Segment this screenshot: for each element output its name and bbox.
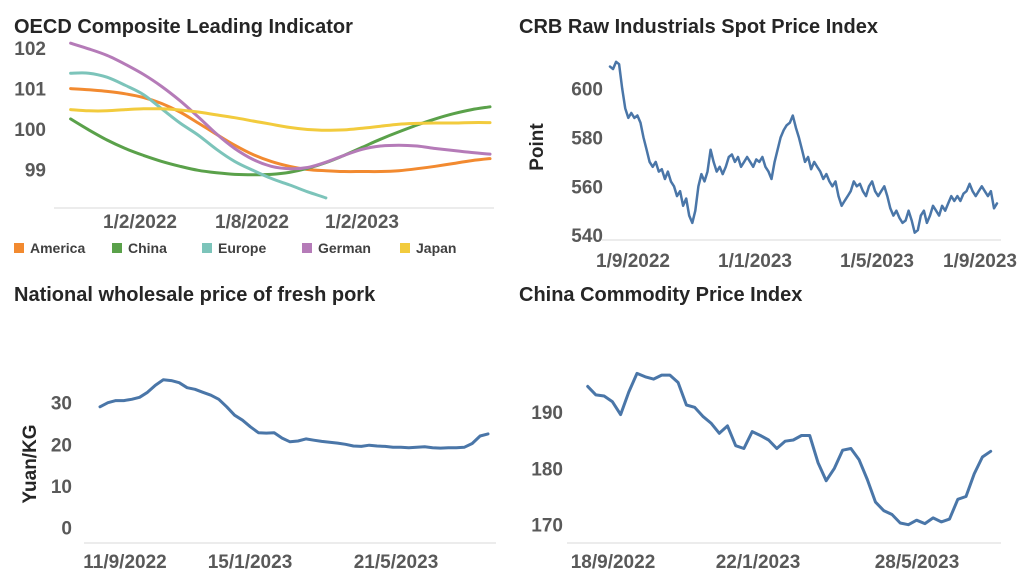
legend-item-japan: Japan	[400, 240, 490, 256]
y-tick-label: 0	[61, 519, 72, 540]
legend-swatch	[202, 243, 212, 253]
x-tick-label: 1/9/2022	[596, 251, 670, 272]
chart-commodity: 170 180 190 18/9/2022 22/1/2023 28/5/2023	[531, 371, 1001, 573]
series-line	[608, 60, 999, 234]
legend-item-europe: Europe	[202, 240, 302, 256]
series-line-japan	[69, 107, 492, 132]
y-tick-label: 99	[25, 161, 46, 182]
y-tick-label: 101	[14, 80, 46, 101]
x-tick-label: 15/1/2023	[208, 552, 293, 573]
y-tick-label: 600	[571, 80, 603, 101]
y-tick-label: 102	[14, 39, 46, 60]
chart-crb: 540 560 580 600 1/9/2022 1/1/2023 1/5/2023 1/9/…	[527, 60, 1017, 272]
series-line-america	[69, 87, 492, 174]
series-line-europe	[69, 71, 328, 200]
y-tick-label: 30	[51, 394, 72, 415]
legend-label: Japan	[416, 240, 457, 256]
y-tick-label: 170	[531, 516, 563, 537]
x-tick-label: 1/2/2023	[325, 212, 399, 233]
y-tick-label: 180	[531, 459, 563, 480]
x-tick-label: 1/1/2023	[718, 251, 792, 272]
y-tick-label: 560	[571, 177, 603, 198]
chart-oecd: 99 100 101 102 1/2/2022 1/8/2022 1/2/2023	[14, 39, 494, 233]
legend-item-china: China	[112, 240, 202, 256]
x-tick-label: 1/8/2022	[215, 212, 289, 233]
x-tick-label: 1/5/2023	[840, 251, 914, 272]
legend-label: America	[30, 240, 86, 256]
x-tick-label: 21/5/2023	[354, 552, 439, 573]
legend-swatch	[302, 243, 312, 253]
series-line-german	[69, 41, 492, 171]
y-axis-title: Yuan/KG	[20, 424, 41, 503]
y-axis-title: Point	[527, 123, 548, 171]
chart-panel-oecd: OECD Composite Leading Indicator 99 100 10…	[0, 0, 505, 270]
series-line	[586, 371, 993, 527]
series-line	[98, 378, 490, 450]
y-tick-label: 540	[571, 226, 603, 247]
x-tick-label: 18/9/2022	[571, 552, 656, 573]
y-tick-label: 190	[531, 403, 563, 424]
legend-label: Europe	[218, 240, 267, 256]
legend-swatch	[112, 243, 122, 253]
chart-panel-crb: CRB Raw Industrials Spot Price Index 540…	[505, 0, 1024, 280]
legend-item-america: America	[14, 240, 112, 256]
x-tick-label: 11/9/2022	[83, 552, 166, 573]
y-tick-label: 100	[14, 120, 46, 141]
chart-title: National wholesale price of fresh pork	[14, 284, 376, 306]
chart-title: China Commodity Price Index	[519, 284, 803, 306]
x-tick-label: 1/2/2022	[103, 212, 177, 233]
chart-title: OECD Composite Leading Indicator	[14, 16, 353, 38]
legend-swatch	[14, 243, 24, 253]
legend-label: German	[318, 240, 371, 256]
x-tick-label: 1/9/2023	[943, 251, 1017, 272]
chart-legend: America China Europe German Japan	[14, 240, 490, 256]
chart-panel-pork: National wholesale price of fresh pork 0…	[0, 280, 505, 576]
chart-panel-commodity: China Commodity Price Index 170 180 190 18/…	[505, 280, 1024, 576]
x-tick-label: 28/5/2023	[875, 552, 960, 573]
chart-title: CRB Raw Industrials Spot Price Index	[519, 16, 878, 38]
y-tick-label: 20	[51, 435, 72, 456]
y-tick-label: 10	[51, 477, 72, 498]
legend-swatch	[400, 243, 410, 253]
chart-pork: 0 10 20 30 11/9/2022 15/1/2023 21/5/2023 Yuan/K…	[20, 378, 496, 573]
x-tick-label: 22/1/2023	[716, 552, 801, 573]
y-tick-label: 580	[571, 128, 603, 149]
legend-item-german: German	[302, 240, 400, 256]
legend-label: China	[128, 240, 167, 256]
